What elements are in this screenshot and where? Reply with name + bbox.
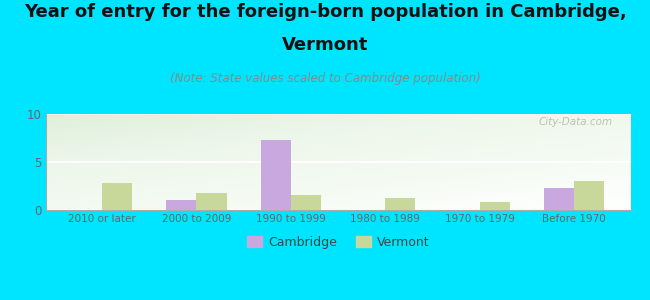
Bar [385,199,415,210]
Bar [574,181,604,210]
Bar [261,140,291,210]
Legend: Cambridge, Vermont: Cambridge, Vermont [242,231,434,254]
Text: Year of entry for the foreign-born population in Cambridge,: Year of entry for the foreign-born popul… [23,3,627,21]
Bar [102,183,133,210]
Bar [291,195,321,210]
Bar [166,200,196,210]
Text: (Note: State values scaled to Cambridge population): (Note: State values scaled to Cambridge … [170,72,480,85]
Bar [196,193,227,210]
Text: Vermont: Vermont [282,36,368,54]
Text: City-Data.com: City-Data.com [539,117,613,127]
Bar [543,188,574,210]
Bar [480,202,510,210]
